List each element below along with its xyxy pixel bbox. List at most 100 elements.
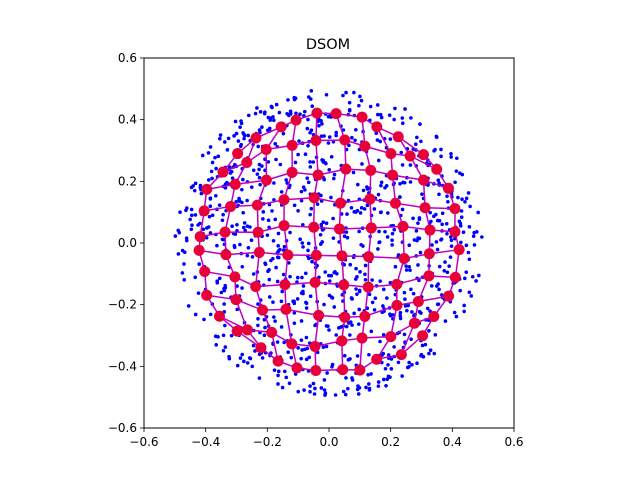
neuron-node bbox=[201, 183, 213, 195]
sample-point bbox=[300, 348, 304, 352]
sample-point bbox=[251, 272, 256, 276]
sample-point bbox=[346, 386, 350, 391]
sample-point bbox=[377, 229, 381, 234]
sample-point bbox=[240, 264, 245, 269]
chart-title: DSOM bbox=[306, 37, 350, 53]
sample-point bbox=[303, 188, 307, 192]
sample-point bbox=[182, 278, 187, 282]
sample-point bbox=[248, 225, 252, 229]
sample-point bbox=[390, 231, 395, 236]
sample-point bbox=[396, 360, 401, 365]
neuron-link bbox=[225, 251, 260, 256]
sample-point bbox=[273, 319, 277, 323]
neuron-node bbox=[362, 281, 374, 293]
sample-point bbox=[248, 356, 253, 361]
sample-point bbox=[221, 348, 226, 353]
sample-point bbox=[246, 133, 251, 138]
neuron-node bbox=[286, 139, 298, 151]
sample-point bbox=[329, 195, 333, 200]
sample-point bbox=[460, 172, 465, 177]
sample-point bbox=[439, 147, 443, 152]
neuron-node bbox=[417, 149, 429, 161]
sample-point bbox=[459, 215, 464, 219]
sample-point bbox=[420, 343, 425, 348]
sample-point bbox=[318, 232, 323, 237]
sample-point bbox=[454, 314, 459, 319]
sample-point bbox=[193, 275, 198, 280]
sample-point bbox=[414, 229, 419, 233]
sample-point bbox=[202, 317, 206, 322]
sample-point bbox=[352, 311, 356, 316]
sample-point bbox=[474, 279, 478, 283]
sample-point bbox=[402, 290, 407, 295]
sample-point bbox=[298, 112, 302, 117]
neuron-node bbox=[391, 299, 403, 311]
sample-point bbox=[361, 188, 366, 193]
neuron-node bbox=[199, 265, 211, 277]
neuron-node bbox=[365, 222, 377, 234]
sample-point bbox=[222, 140, 227, 144]
sample-point bbox=[321, 220, 326, 225]
sample-point bbox=[192, 188, 197, 193]
sample-point bbox=[361, 244, 365, 248]
sample-point bbox=[467, 225, 472, 229]
sample-point bbox=[411, 291, 416, 296]
sample-point bbox=[443, 260, 447, 264]
sample-point bbox=[344, 90, 348, 95]
sample-point bbox=[367, 352, 371, 357]
neuron-node bbox=[424, 224, 436, 236]
sample-point bbox=[272, 181, 276, 185]
sample-point bbox=[344, 376, 348, 380]
sample-point bbox=[213, 155, 217, 160]
sample-point bbox=[186, 304, 191, 308]
sample-point bbox=[354, 287, 358, 291]
sample-point bbox=[344, 230, 349, 234]
sample-point bbox=[210, 176, 214, 181]
sample-point bbox=[380, 353, 384, 357]
neuron-node bbox=[308, 192, 320, 204]
neuron-node bbox=[310, 249, 322, 261]
sample-point bbox=[298, 237, 302, 241]
neuron-link bbox=[364, 304, 398, 318]
sample-point bbox=[322, 378, 327, 382]
sample-point bbox=[270, 209, 274, 213]
sample-point bbox=[250, 364, 255, 369]
neuron-link bbox=[400, 322, 416, 355]
sample-point bbox=[386, 353, 391, 357]
sample-point bbox=[204, 235, 209, 240]
sample-point bbox=[271, 115, 275, 119]
sample-point bbox=[468, 204, 472, 209]
neuron-node bbox=[193, 244, 205, 256]
sample-point bbox=[415, 135, 419, 140]
sample-point bbox=[402, 332, 407, 337]
sample-point bbox=[376, 247, 380, 251]
sample-point bbox=[326, 141, 331, 145]
sample-point bbox=[250, 255, 255, 259]
sample-point bbox=[405, 308, 409, 313]
sample-point bbox=[240, 286, 244, 290]
sample-point bbox=[378, 112, 383, 117]
sample-point bbox=[398, 313, 403, 318]
sample-point bbox=[236, 139, 241, 143]
sample-point bbox=[355, 354, 360, 358]
neuron-node bbox=[266, 326, 278, 338]
sample-point bbox=[266, 115, 271, 120]
sample-point bbox=[432, 149, 436, 153]
sample-point bbox=[257, 167, 261, 172]
sample-point bbox=[178, 210, 182, 214]
sample-point bbox=[388, 312, 392, 316]
sample-point bbox=[348, 262, 353, 267]
sample-point bbox=[275, 340, 280, 344]
sample-point bbox=[354, 266, 358, 271]
sample-point bbox=[242, 133, 247, 138]
sample-point bbox=[300, 275, 304, 280]
sample-point bbox=[310, 104, 315, 109]
sample-point bbox=[233, 232, 238, 236]
sample-point bbox=[256, 144, 261, 149]
sample-point bbox=[340, 293, 345, 297]
sample-point bbox=[308, 389, 312, 394]
sample-point bbox=[393, 106, 397, 111]
neuron-node bbox=[250, 281, 262, 293]
sample-point bbox=[292, 311, 297, 315]
sample-point bbox=[363, 263, 368, 268]
